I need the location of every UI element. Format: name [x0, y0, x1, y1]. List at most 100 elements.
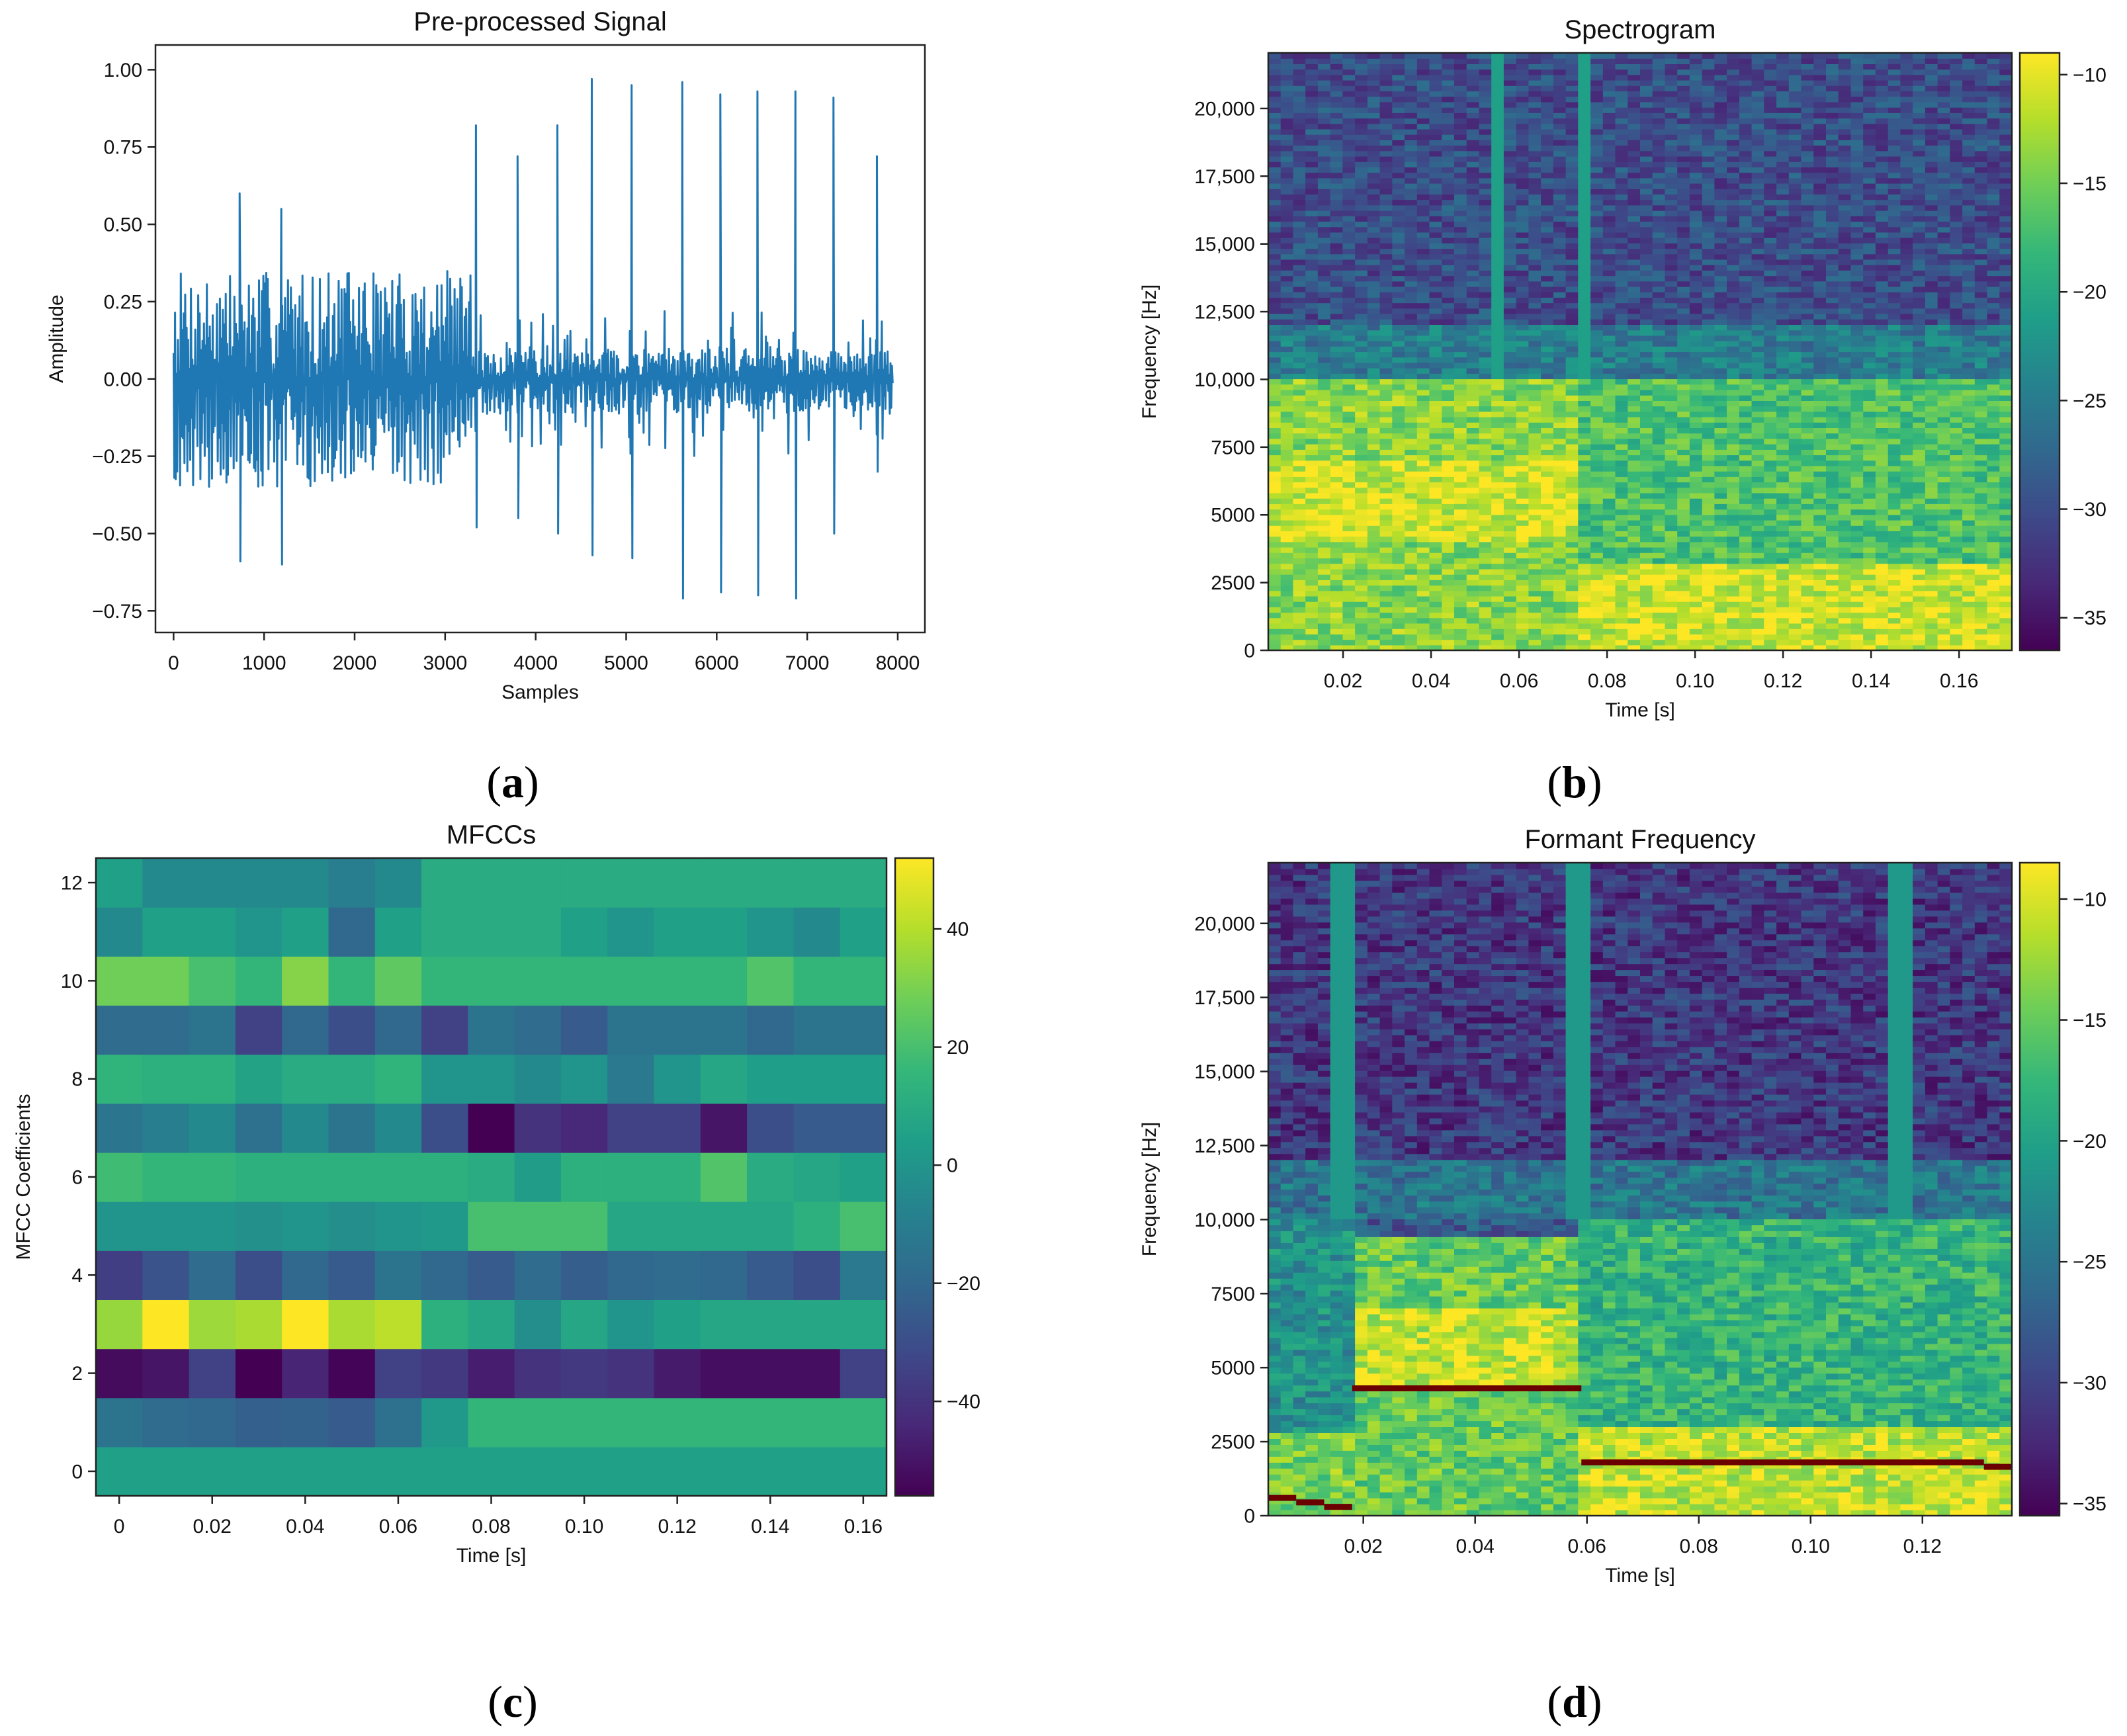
mfcc-cell [747, 1201, 794, 1251]
mfcc-cell [747, 1005, 794, 1055]
mfcc-cell [96, 1397, 143, 1448]
mfcc-cell [747, 956, 794, 1006]
mfcc-cell [328, 1397, 376, 1448]
mfcc-cell [374, 1103, 422, 1153]
x-tick-label: 0 [114, 1516, 125, 1538]
mfcc-cell [374, 1446, 422, 1497]
mfcc-cell [235, 1446, 282, 1497]
mfcc-cell [189, 858, 236, 908]
x-tick-label: 0.10 [565, 1516, 603, 1538]
mfcc-cell [374, 1152, 422, 1202]
y-tick-label: 17,500 [1194, 166, 1255, 188]
mfcc-cell [282, 1152, 329, 1202]
colorbar-tick-label: 0 [947, 1155, 958, 1177]
mfcc-cell [142, 1348, 190, 1399]
colorbar-tick-label: −10 [2073, 64, 2106, 86]
mfcc-cell [96, 1250, 143, 1300]
mfcc-cell [793, 1005, 841, 1055]
mfcc-cell [374, 858, 422, 908]
colorbar [2018, 52, 2061, 652]
mfcc-cell [793, 956, 841, 1006]
y-tick-label: 7500 [1211, 437, 1255, 458]
chart-title: Formant Frequency [1524, 825, 1755, 854]
mfcc-cell [654, 1054, 701, 1104]
y-tick-label: 20,000 [1194, 913, 1255, 935]
y-tick-label: 5000 [1211, 505, 1255, 527]
mfcc-cell [607, 1005, 655, 1055]
mfcc-cell [421, 1103, 468, 1153]
x-tick-label: 0.16 [1940, 670, 1978, 692]
colorbar-tick-label: 20 [947, 1037, 969, 1059]
mfcc-cell [468, 858, 515, 908]
mfcc-cell [282, 1054, 329, 1104]
panel-c-mfcc-chart: 0 0.02 0.04 0.06 0.08 0.10 0.12 0.14 0.16 0 2 4 6 8 10… [13, 820, 980, 1567]
mfcc-cell [142, 1250, 190, 1300]
colorbar-tick-label: 40 [947, 919, 969, 941]
mfcc-cell [654, 1397, 701, 1448]
y-tick-label: 15,000 [1194, 234, 1255, 255]
mfcc-cell [468, 1054, 515, 1104]
mfcc-cell [328, 1152, 376, 1202]
signal-series-line [172, 77, 894, 600]
colorbar-tick-label: −30 [2073, 1372, 2106, 1394]
y-tick-label: 17,500 [1194, 987, 1255, 1009]
spectrogram-cells [1268, 863, 2013, 1516]
mfcc-cell [747, 1397, 794, 1448]
mfcc-cell [560, 1397, 608, 1448]
mfcc-cell [560, 1299, 608, 1350]
x-tick-label: 4000 [513, 652, 558, 674]
mfcc-cell [421, 1446, 468, 1497]
mfcc-cell [189, 1103, 236, 1153]
y-tick-label: 10 [61, 971, 83, 992]
mfcc-cell [747, 1299, 794, 1350]
mfcc-cell [328, 956, 376, 1006]
colorbar-tick-label: −20 [947, 1273, 980, 1295]
mfcc-cell [282, 1299, 329, 1350]
mfcc-cell [282, 1201, 329, 1251]
mfcc-cell [189, 956, 236, 1006]
x-tick-label: 8000 [876, 652, 920, 674]
mfcc-cell [514, 1201, 562, 1251]
y-tick-label: 12,500 [1194, 1135, 1255, 1157]
mfcc-cell [560, 1103, 608, 1153]
mfcc-cell [374, 1250, 422, 1300]
x-tick-label: 0.10 [1792, 1536, 1830, 1557]
mfcc-cell [793, 1446, 841, 1497]
x-tick-label: 0 [168, 652, 179, 674]
mfcc-cell [607, 1201, 655, 1251]
mfcc-cell [142, 858, 190, 908]
colorbar-tick-label: −25 [2073, 390, 2106, 412]
y-tick-label: −0.50 [92, 523, 142, 545]
mfcc-cell [840, 1299, 887, 1350]
mfcc-cell [189, 1446, 236, 1497]
mfcc-cell [747, 1103, 794, 1153]
mfcc-cell [560, 1054, 608, 1104]
mfcc-cell [840, 1152, 887, 1202]
mfcc-cell [654, 1250, 701, 1300]
mfcc-cell [328, 1201, 376, 1251]
mfcc-cell [96, 1103, 143, 1153]
mfcc-cell [700, 1103, 748, 1153]
x-tick-label: 0.08 [1680, 1536, 1718, 1557]
mfcc-cell [328, 1299, 376, 1350]
mfcc-cell [96, 1299, 143, 1350]
mfcc-cell [793, 1250, 841, 1300]
x-axis-label: Time [s] [456, 1545, 527, 1567]
mfcc-cell [654, 1201, 701, 1251]
mfcc-cell [700, 1201, 748, 1251]
mfcc-cell [468, 1103, 515, 1153]
mfcc-cell [374, 956, 422, 1006]
spectrogram-cells [1268, 53, 2013, 651]
x-tick-label: 0.16 [844, 1516, 883, 1538]
mfcc-cell [700, 1348, 748, 1399]
mfcc-cell [840, 956, 887, 1006]
y-tick-label: 0 [1244, 1506, 1255, 1528]
mfcc-cell [840, 1446, 887, 1497]
mfcc-cell [282, 1446, 329, 1497]
mfcc-cell [142, 1397, 190, 1448]
mfcc-cell [514, 1250, 562, 1300]
mfcc-cell [96, 1348, 143, 1399]
colorbar-tick-label: −25 [2073, 1252, 2106, 1274]
mfcc-cell [142, 1054, 190, 1104]
